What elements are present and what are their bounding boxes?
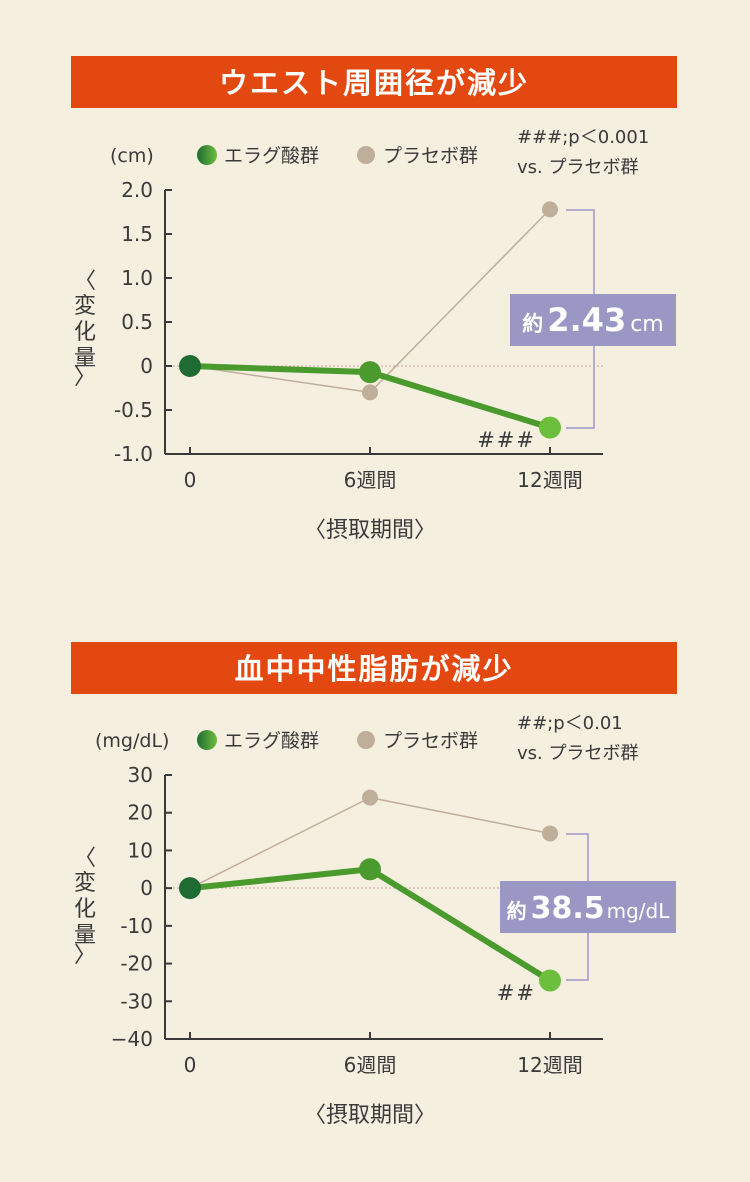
chart-1-title: ウエスト周囲径が減少 — [219, 66, 529, 100]
chart-1-y-tick-label: -0.5 — [114, 398, 153, 422]
chart-2-unit: (mg/dL) — [95, 730, 169, 752]
chart-2-significance-line1: ##;p＜0.01 — [517, 713, 623, 734]
chart-1-legend-ellagic: エラグ酸群 — [224, 145, 319, 167]
chart-2-title: 血中中性脂肪が減少 — [234, 652, 513, 686]
chart-2-series-lines — [189, 796, 552, 984]
chart-2-x-ticks: 0 6週間 12週間 — [184, 1032, 583, 1077]
chart-2-y-tick-label: -20 — [120, 952, 153, 976]
chart-2-y-axis-label-char-4: 量 — [74, 923, 96, 948]
chart-1-callout-prefix: 約 — [522, 312, 543, 336]
chart-2-callout: 約 38.5 mg/dL — [507, 891, 671, 926]
chart-1-callout-value: 2.43 — [547, 301, 626, 339]
chart-1-legend-ellagic-marker — [197, 145, 217, 165]
chart-2-series-ellagic-line — [189, 866, 552, 984]
chart-2-y-tick-label: -30 — [120, 989, 153, 1013]
chart-2-callout-bracket — [566, 833, 589, 981]
chart-2-significance-marker: ## — [497, 981, 536, 1005]
chart-2-y-axis-label-char-5: 〉 — [74, 943, 96, 968]
chart-1-y-axis-label-char-5: 〉 — [74, 365, 96, 390]
chart-1-y-tick-label: 1.0 — [121, 266, 153, 290]
chart-2-legend-placebo: プラセボ群 — [383, 730, 478, 752]
chart-2-point-ellagic — [539, 969, 561, 992]
chart-2-callout-bracket-top — [566, 833, 589, 882]
chart-1-point-ellagic — [179, 355, 201, 377]
chart-2-y-axis-label-char-2: 変 — [74, 871, 96, 896]
chart-2-legend-ellagic: エラグ酸群 — [224, 730, 319, 752]
chart-2-x-tick-label: 12週間 — [517, 1053, 582, 1077]
chart-2-legend-placebo-marker — [357, 731, 375, 749]
chart-1-y-tick-label: 0 — [140, 354, 153, 378]
chart-1-y-tick-label: 2.0 — [121, 178, 153, 202]
chart-1-y-tick-label: -1.0 — [114, 442, 153, 466]
chart-1-legend-placebo-marker — [357, 146, 375, 164]
chart-1-x-tick-label: 12週間 — [517, 468, 582, 492]
chart-1-x-tick-label: 6週間 — [344, 468, 397, 492]
chart-1-point-placebo — [542, 201, 558, 218]
chart-2-callout-bracket-bottom — [566, 933, 589, 981]
chart-1-y-axis-label-char-4: 量 — [74, 346, 96, 371]
chart-1-point-ellagic — [539, 416, 561, 439]
chart-1-y-axis-label-char-3: 化 — [74, 320, 96, 345]
chart-2-y-tick-label: 30 — [128, 763, 153, 787]
chart-1-significance-line1: ###;p＜0.001 — [517, 127, 649, 148]
chart-2-point-placebo — [362, 789, 378, 806]
chart-1-callout-unit: cm — [630, 312, 664, 337]
chart-2-callout-value: 38.5 — [531, 891, 605, 926]
chart-1-significance-marker: ### — [477, 428, 536, 452]
chart-1-y-axis-label: 〈 変 化 量 〉 — [74, 269, 96, 390]
chart-1: ウエスト周囲径が減少 (cm) エラグ酸群 プラセボ群 ###;p＜0.001 … — [71, 56, 677, 543]
chart-2-x-tick-label: 0 — [184, 1053, 197, 1077]
chart-2-callout-prefix: 約 — [507, 899, 527, 923]
chart-2-callout-unit: mg/dL — [607, 899, 671, 923]
chart-2-y-axis-label: 〈 変 化 量 〉 — [74, 846, 96, 968]
chart-2-title-banner — [71, 642, 677, 694]
chart-1-point-placebo — [362, 384, 378, 401]
chart-2-x-tick-label: 6週間 — [344, 1053, 397, 1077]
chart-1-legend-placebo: プラセボ群 — [383, 145, 478, 167]
chart-1-point-ellagic — [359, 361, 381, 384]
chart-2-y-tick-label: 0 — [140, 876, 153, 900]
chart-1-x-axis-label: 〈摂取期間〉 — [304, 518, 436, 543]
chart-1-title-banner — [71, 56, 677, 108]
chart-1-y-tick-label: 1.5 — [121, 222, 153, 246]
chart-2-point-placebo — [542, 825, 558, 842]
chart-2-y-tick-label: 20 — [128, 801, 153, 825]
chart-1-unit: (cm) — [110, 145, 154, 167]
chart-2-y-tick-label: −40 — [111, 1027, 153, 1051]
chart-1-callout-box — [510, 294, 676, 346]
chart-1-y-axis-label-char-2: 変 — [74, 294, 96, 319]
chart-1-significance-line2: vs. プラセボ群 — [517, 157, 638, 178]
chart-2-legend-ellagic-marker — [197, 730, 217, 750]
chart-1-x-ticks: 0 6週間 12週間 — [184, 447, 583, 492]
chart-1-x-tick-label: 0 — [184, 468, 197, 492]
chart-1-y-tick-label: 0.5 — [121, 310, 153, 334]
chart-2-series-points — [179, 789, 561, 992]
chart-2-x-axis-label: 〈摂取期間〉 — [304, 1103, 436, 1128]
chart-2-y-tick-label: 10 — [128, 838, 153, 862]
chart-1-callout-bracket-bottom — [566, 345, 595, 429]
chart-1-callout: 約 2.43 cm — [522, 301, 663, 339]
chart-2-y-tick-label: -10 — [120, 914, 153, 938]
chart-1-series-points — [179, 201, 561, 439]
chart-2-point-ellagic — [359, 858, 381, 881]
chart-2-callout-box — [500, 881, 676, 933]
chart-2-y-ticks: 30 20 10 0 -10 -20 -30 −40 — [111, 763, 172, 1051]
chart-1-callout-bracket — [566, 209, 595, 429]
chart-1-y-axis-label-char-1: 〈 — [74, 269, 96, 294]
chart-2-point-ellagic — [179, 877, 201, 900]
chart-1-callout-bracket-top — [566, 209, 595, 295]
chart-2: 血中中性脂肪が減少 (mg/dL) エラグ酸群 プラセボ群 ##;p＜0.01 … — [71, 642, 677, 1128]
chart-2-y-axis-label-char-1: 〈 — [74, 846, 96, 871]
chart-2-y-axis-label-char-3: 化 — [74, 897, 96, 922]
chart-2-significance-line2: vs. プラセボ群 — [517, 743, 638, 764]
chart-1-y-ticks: 2.0 1.5 1.0 0.5 0 -0.5 -1.0 — [114, 178, 172, 466]
